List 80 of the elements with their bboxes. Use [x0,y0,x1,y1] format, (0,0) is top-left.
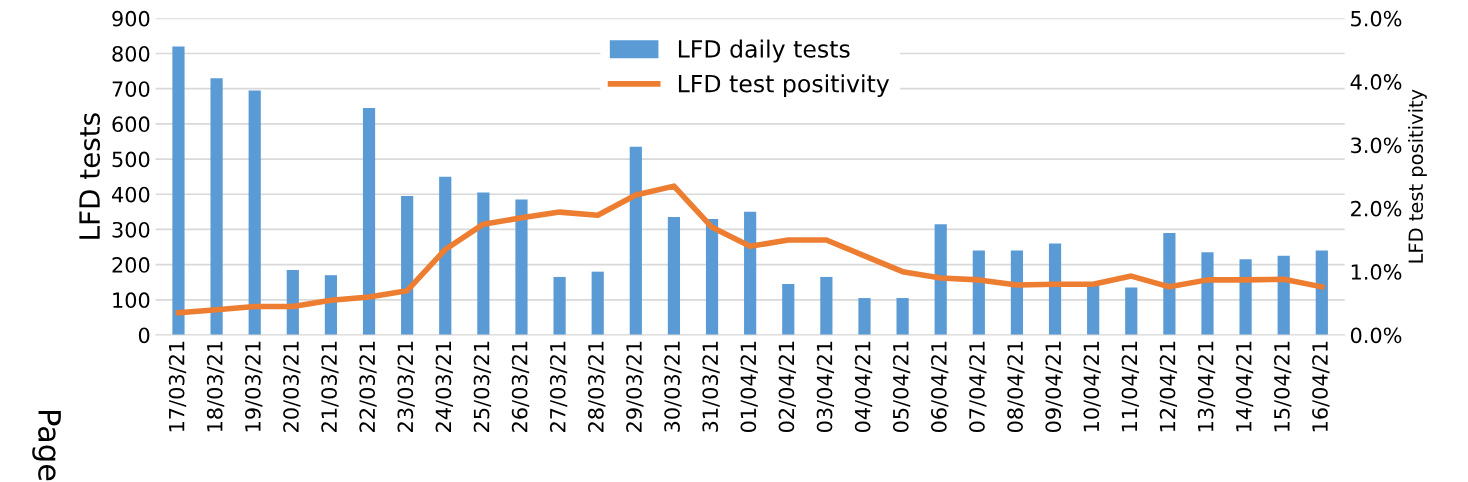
x-tick-label: 17/03/21 [168,341,187,432]
bar [477,192,490,335]
x-tick-label: 09/04/21 [1045,341,1063,433]
bar [439,176,452,335]
bar [667,217,681,335]
y-tick-label: 300 [112,221,150,238]
bar [782,283,795,335]
x-tick-label: 05/04/21 [892,341,911,433]
bar [972,250,985,335]
y-tick-label: 400 [112,186,150,203]
bar [1315,250,1328,335]
x-tick-label: 07/04/21 [969,341,987,433]
x-tick-label: 24/03/21 [435,341,453,432]
bar [591,271,604,335]
x-tick-label: 11/04/21 [1121,341,1139,432]
x-tick-label: 12/04/21 [1159,341,1178,432]
x-tick-label: 31/03/21 [702,341,720,432]
x-tick-label: 10/04/21 [1083,341,1101,432]
x-tick-label: 13/04/21 [1197,341,1216,432]
y-tick-label: 100 [113,292,150,309]
x-tick-label: 02/04/21 [778,341,796,433]
y2-tick-label: 4.0% [1350,74,1402,90]
y-tick-label: 600 [112,116,150,133]
x-tick-label: 21/03/21 [321,341,339,432]
bar [362,108,376,335]
bar [515,199,528,335]
x-tick-label: 01/04/21 [740,341,758,433]
y-tick-label: 500 [112,151,150,168]
y-tick-label: 800 [112,45,150,62]
x-tick-label: 18/03/21 [206,341,225,432]
x-tick-label: 27/03/21 [549,341,568,432]
x-tick-label: 29/03/21 [626,341,644,432]
bar [1087,283,1100,335]
bar [210,78,223,335]
x-tick-label: 26/03/21 [511,341,530,432]
x-tick-label: 20/03/21 [283,341,301,432]
x-tick-label: 14/04/21 [1235,341,1254,432]
bar [1201,252,1214,335]
y2-tick-label: 5.0% [1351,10,1402,27]
bar [705,218,719,335]
bar [820,276,833,335]
y2-tick-label: 3.0% [1351,137,1402,154]
bar [1163,232,1176,335]
y2-tick-label: 0.0% [1350,327,1402,344]
bar [401,196,414,335]
y2-axis-title: LFD test positivity [1408,89,1427,263]
bar [896,298,909,335]
x-tick-label: 19/03/21 [244,341,263,432]
x-tick-label: 04/04/21 [854,341,873,433]
x-tick-label: 06/04/21 [930,341,949,433]
x-tick-label: 08/04/21 [1007,341,1025,433]
y-axis-title: LFD tests [79,113,101,239]
bar [934,224,947,335]
bar [629,146,642,335]
y2-tick-label: 1.0% [1351,264,1402,280]
y2-tick-label: 2.0% [1351,200,1402,217]
bar [1125,287,1138,335]
bar [1277,255,1290,335]
bar [858,298,871,335]
bar [744,211,757,335]
bar [553,276,566,335]
x-tick-label: 30/03/21 [664,341,682,432]
x-tick-label: 25/03/21 [473,341,492,432]
text: Page [32,411,61,481]
y-tick-label: 700 [112,81,150,97]
x-tick-label: 16/04/21 [1312,341,1330,432]
bar [172,46,185,335]
legend-label: LFD daily tests [678,39,850,63]
bar [1048,243,1062,335]
legend-label: LFD test positivity [678,74,890,98]
x-tick-label: 23/03/21 [397,341,415,432]
y-tick-label: 0 [138,327,150,344]
x-tick-label: 22/03/21 [359,341,377,432]
x-tick-label: 28/03/21 [587,341,606,432]
bar [248,90,261,335]
x-tick-label: 03/04/21 [816,341,835,433]
bar [1010,250,1024,335]
x-tick-label: 15/04/21 [1274,341,1292,432]
y-tick-label: 900 [112,10,150,27]
y-tick-label: 200 [112,257,150,273]
